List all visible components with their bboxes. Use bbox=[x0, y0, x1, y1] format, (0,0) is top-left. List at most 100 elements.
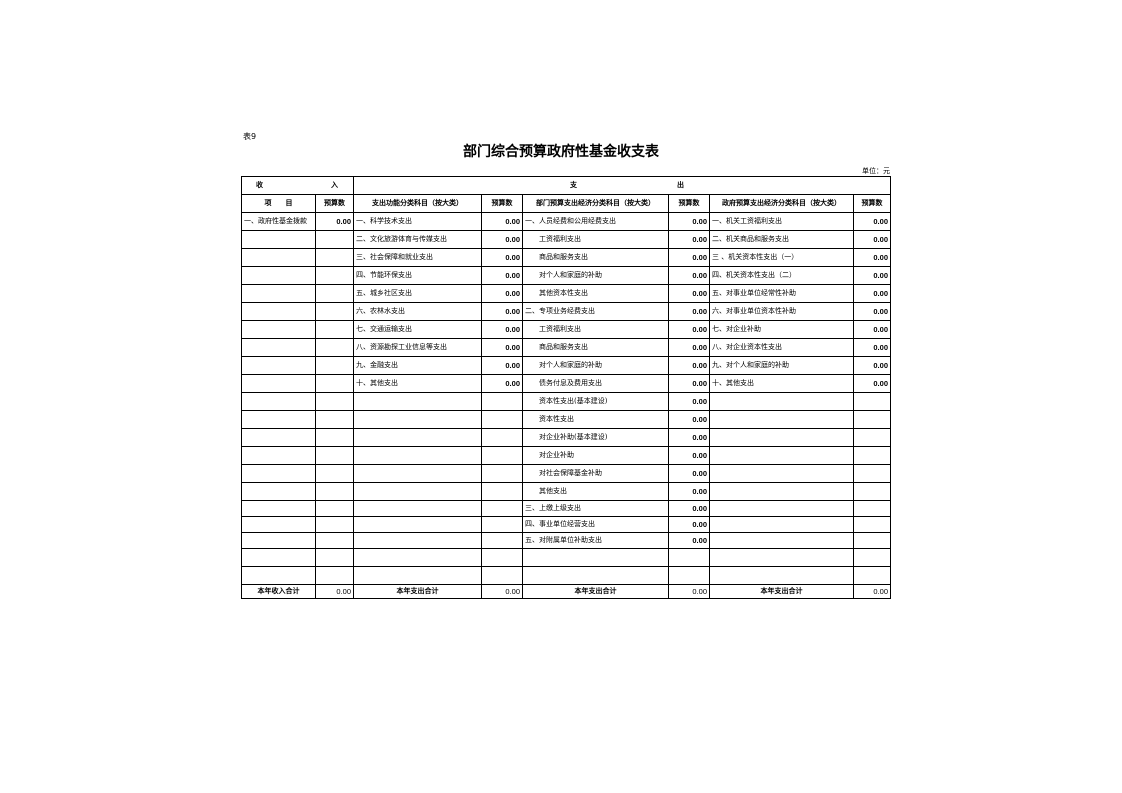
cell-function-category: 一、科学技术支出 bbox=[353, 212, 482, 231]
cell-item bbox=[241, 482, 316, 501]
cell-amount bbox=[853, 516, 891, 533]
cell-amount bbox=[481, 464, 523, 483]
unit-label: 单位：元 bbox=[862, 167, 890, 175]
cell-amount: 0.00 bbox=[853, 212, 891, 231]
table-row: 九、金融支出 0.00 对个人和家庭的补助 0.00 九、对个人和家庭的补助 0.00 bbox=[241, 356, 891, 375]
cell-dept-econ-category: 商品和服务支出 bbox=[522, 248, 669, 267]
total-item: 本年收入合计 bbox=[241, 584, 316, 599]
cell-amount: 0.00 bbox=[668, 356, 710, 375]
cell-item bbox=[241, 428, 316, 447]
cell-amount bbox=[315, 446, 354, 465]
cell-amount: 0.00 bbox=[481, 284, 523, 303]
cell-gov-econ-category bbox=[709, 516, 854, 533]
cell-amount: 0.00 bbox=[668, 302, 710, 321]
cell-amount bbox=[315, 410, 354, 429]
expense-header: 支出 bbox=[353, 176, 891, 195]
cell-amount bbox=[853, 464, 891, 483]
cell-dept-econ-category: 对企业补助 bbox=[522, 446, 669, 465]
cell-dept-econ-category bbox=[522, 566, 669, 585]
cell-amount bbox=[315, 464, 354, 483]
cell-amount: 0.00 bbox=[481, 338, 523, 357]
cell-item bbox=[241, 446, 316, 465]
cell-gov-econ-category bbox=[709, 566, 854, 585]
cell-item bbox=[241, 284, 316, 303]
cell-amount bbox=[315, 532, 354, 549]
cell-amount bbox=[668, 548, 710, 567]
cell-function-category bbox=[353, 410, 482, 429]
cell-gov-econ-category: 八、对企业资本性支出 bbox=[709, 338, 854, 357]
cell-dept-econ-category: 二、专项业务经费支出 bbox=[522, 302, 669, 321]
cell-amount: 0.00 bbox=[481, 230, 523, 249]
cell-function-category bbox=[353, 464, 482, 483]
cell-item bbox=[241, 548, 316, 567]
cell-amount: 0.00 bbox=[481, 212, 523, 231]
cell-gov-econ-category bbox=[709, 548, 854, 567]
cell-dept-econ-category: 商品和服务支出 bbox=[522, 338, 669, 357]
table-row: 对企业补助(基本建设) 0.00 bbox=[241, 428, 891, 447]
cell-amount bbox=[481, 548, 523, 567]
cell-dept-econ-category: 三、上缴上级支出 bbox=[522, 500, 669, 517]
cell-dept-econ-category: 债务付息及费用支出 bbox=[522, 374, 669, 393]
column-header-amount: 预算数 bbox=[481, 194, 523, 213]
column-header-amount: 预算数 bbox=[668, 194, 710, 213]
cell-amount bbox=[315, 248, 354, 267]
cell-amount bbox=[481, 392, 523, 411]
cell-amount: 0.00 bbox=[668, 248, 710, 267]
header-row-group: 收入 支出 bbox=[241, 176, 891, 195]
cell-amount: 0.00 bbox=[668, 428, 710, 447]
total-function-category: 本年支出合计 bbox=[353, 584, 482, 599]
cell-amount: 0.00 bbox=[853, 356, 891, 375]
cell-item bbox=[241, 248, 316, 267]
cell-item bbox=[241, 374, 316, 393]
cell-item bbox=[241, 566, 316, 585]
cell-amount bbox=[315, 284, 354, 303]
table-row: 六、农林水支出 0.00 二、专项业务经费支出 0.00 六、对事业单位资本性补助 0.0… bbox=[241, 302, 891, 321]
table-number: 表9 bbox=[243, 132, 257, 141]
cell-amount bbox=[315, 338, 354, 357]
cell-amount: 0.00 bbox=[481, 266, 523, 285]
cell-amount bbox=[315, 566, 354, 585]
cell-amount bbox=[668, 566, 710, 585]
table-row: 一、政府性基金拨款 0.00 一、科学技术支出 0.00 一、人员经费和公用经费支出 0.… bbox=[241, 212, 891, 231]
total-amount: 0.00 bbox=[315, 584, 354, 599]
cell-amount bbox=[315, 548, 354, 567]
cell-dept-econ-category bbox=[522, 548, 669, 567]
cell-amount bbox=[315, 500, 354, 517]
cell-amount: 0.00 bbox=[668, 482, 710, 501]
total-dept-econ-category: 本年支出合计 bbox=[522, 584, 669, 599]
cell-gov-econ-category: 一、机关工资福利支出 bbox=[709, 212, 854, 231]
cell-function-category: 十、其他支出 bbox=[353, 374, 482, 393]
cell-amount bbox=[315, 374, 354, 393]
cell-amount bbox=[315, 392, 354, 411]
cell-dept-econ-category: 对个人和家庭的补助 bbox=[522, 356, 669, 375]
cell-amount: 0.00 bbox=[481, 302, 523, 321]
cell-amount: 0.00 bbox=[668, 266, 710, 285]
cell-function-category bbox=[353, 500, 482, 517]
cell-item bbox=[241, 516, 316, 533]
cell-dept-econ-category: 工资福利支出 bbox=[522, 230, 669, 249]
cell-amount: 0.00 bbox=[668, 410, 710, 429]
cell-amount: 0.00 bbox=[481, 248, 523, 267]
cell-gov-econ-category: 二、机关商品和服务支出 bbox=[709, 230, 854, 249]
total-amount: 0.00 bbox=[481, 584, 523, 599]
table-row: 十、其他支出 0.00 债务付息及费用支出 0.00 十、其他支出 0.00 bbox=[241, 374, 891, 393]
cell-gov-econ-category: 三 、机关资本性支出（一） bbox=[709, 248, 854, 267]
cell-gov-econ-category bbox=[709, 392, 854, 411]
cell-function-category: 三、社会保障和就业支出 bbox=[353, 248, 482, 267]
cell-item bbox=[241, 338, 316, 357]
cell-gov-econ-category bbox=[709, 500, 854, 517]
total-amount: 0.00 bbox=[668, 584, 710, 599]
cell-function-category: 九、金融支出 bbox=[353, 356, 482, 375]
cell-function-category: 八、资源勘探工业信息等支出 bbox=[353, 338, 482, 357]
cell-amount: 0.00 bbox=[853, 230, 891, 249]
income-label: 收 bbox=[256, 181, 263, 189]
cell-amount bbox=[481, 500, 523, 517]
cell-amount bbox=[853, 392, 891, 411]
table-row: 资本性支出 0.00 bbox=[241, 410, 891, 429]
cell-amount: 0.00 bbox=[668, 516, 710, 533]
cell-amount bbox=[853, 410, 891, 429]
table-row: 三、上缴上级支出 0.00 bbox=[241, 500, 891, 517]
cell-amount: 0.00 bbox=[668, 212, 710, 231]
cell-gov-econ-category: 四、机关资本性支出（二） bbox=[709, 266, 854, 285]
cell-function-category bbox=[353, 516, 482, 533]
